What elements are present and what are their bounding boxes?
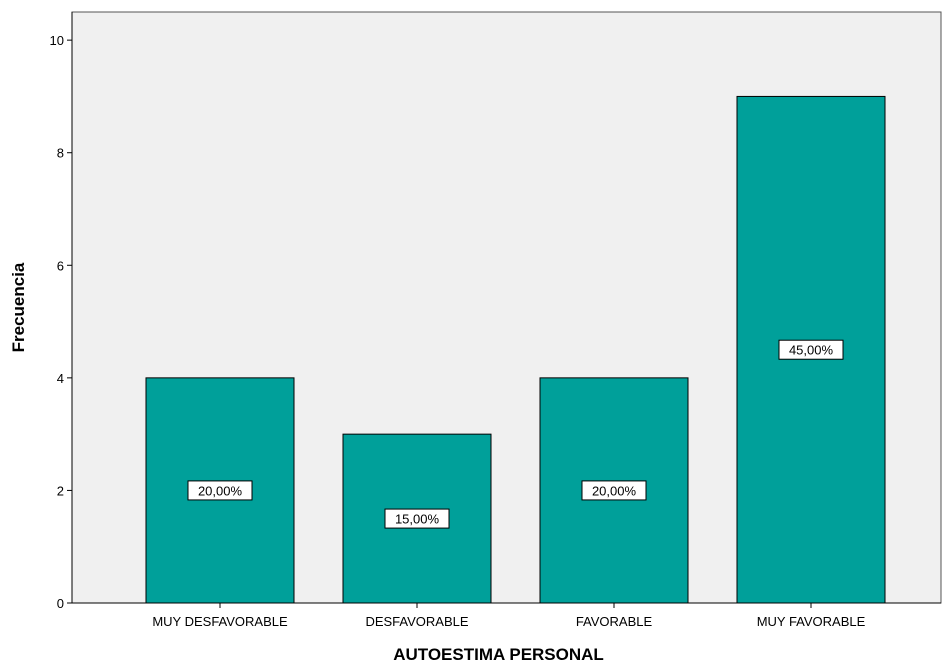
x-tick-label: MUY FAVORABLE <box>757 614 866 629</box>
y-tick-label: 6 <box>57 258 64 273</box>
y-tick-label: 8 <box>57 146 64 161</box>
x-tick-label: DESFAVORABLE <box>365 614 468 629</box>
y-tick-label: 2 <box>57 483 64 498</box>
x-tick-label: FAVORABLE <box>576 614 653 629</box>
data-label: 20,00% <box>198 483 243 498</box>
data-label-box <box>384 508 450 529</box>
y-tick-label: 0 <box>57 596 64 611</box>
y-tick-label: 10 <box>50 33 64 48</box>
axes-group <box>71 12 941 604</box>
y-ticks-group: 0 2 4 6 8 10 <box>50 33 72 611</box>
y-tick-label: 4 <box>57 371 64 386</box>
data-label-box <box>187 480 253 501</box>
x-axis-title: AUTOESTIMA PERSONAL <box>393 645 604 664</box>
x-tick-label: MUY DESFAVORABLE <box>152 614 288 629</box>
data-label: 45,00% <box>789 343 834 358</box>
data-label: 20,00% <box>592 483 637 498</box>
y-axis-title: Frecuencia <box>9 262 28 352</box>
x-categories-group: MUY DESFAVORABLE DESFAVORABLE FAVORABLE MUY… <box>152 603 866 629</box>
data-label-box <box>778 339 844 360</box>
data-labels-group: 20,00% 15,00% 20,00% 45,00% <box>187 339 844 529</box>
data-label-box <box>581 480 647 501</box>
data-label: 15,00% <box>395 512 440 527</box>
